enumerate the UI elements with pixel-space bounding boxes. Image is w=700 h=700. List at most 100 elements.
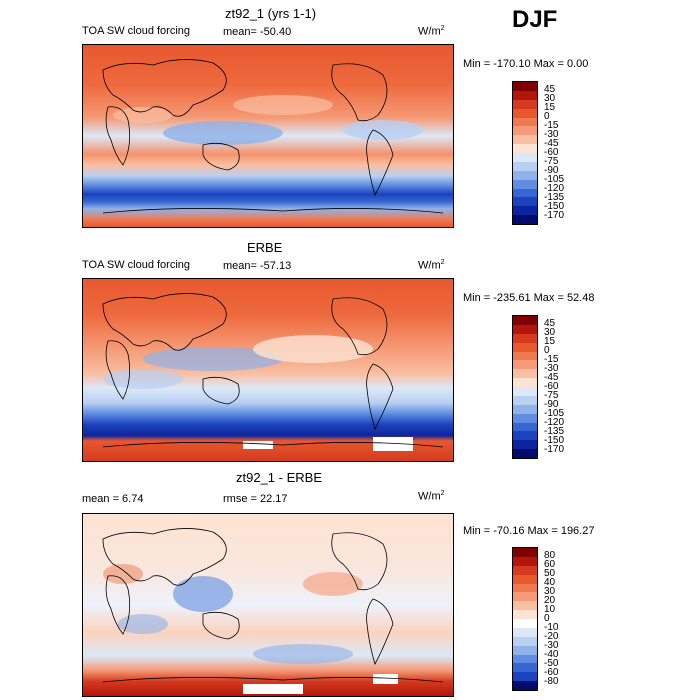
colorbar-segment	[513, 663, 537, 673]
colorbar-segment	[513, 161, 537, 171]
colorbar-tick-label: -20	[544, 631, 559, 642]
map-plot	[82, 44, 454, 228]
colorbar-segment	[513, 342, 537, 352]
rmse-label: rmse = 22.17	[223, 493, 288, 505]
colorbar-tick-label: 80	[544, 550, 556, 561]
colorbar-segment	[513, 548, 537, 557]
colorbar-tick-label: -90	[544, 165, 559, 176]
min-max-label: Min = -235.61 Max = 52.48	[463, 292, 595, 304]
colorbar-segment	[513, 565, 537, 575]
contour-map	[83, 45, 453, 227]
colorbar-segment	[513, 170, 537, 180]
colorbar-segment	[513, 215, 537, 224]
colorbar-tick-label: 45	[544, 318, 556, 329]
colorbar-tick-label: -15	[544, 120, 559, 131]
colorbar-tick-label: -105	[544, 408, 565, 419]
panel-title: ERBE	[247, 240, 283, 255]
colorbar-tick-label: 0	[544, 345, 550, 356]
panel-title: zt92_1 (yrs 1-1)	[225, 6, 317, 21]
units-label: W/m2	[418, 25, 445, 38]
colorbar-segment	[513, 82, 537, 91]
colorbar-tick-label: 50	[544, 568, 556, 579]
colorbar-tick-label: 30	[544, 586, 556, 597]
colorbar-tick-label: -30	[544, 363, 559, 374]
colorbar-segment	[513, 117, 537, 127]
colorbar-segment	[513, 378, 537, 387]
colorbar-tick-label: -80	[544, 676, 559, 687]
units-label: W/m2	[418, 490, 445, 503]
colorbar-tick-label: -105	[544, 174, 565, 185]
colorbar-tick-label: 15	[544, 336, 556, 347]
season-title: DJF	[512, 6, 558, 33]
colorbar-segment	[513, 135, 537, 145]
mean-label: mean = 6.74	[82, 493, 144, 505]
colorbar-segment	[513, 449, 537, 458]
colorbar-tick-label: -120	[544, 417, 565, 428]
min-max-label: Min = -70.16 Max = 196.27	[463, 525, 595, 537]
colorbar-tick-label: -75	[544, 156, 559, 167]
colorbar-segment	[513, 654, 537, 664]
colorbar-segment	[513, 404, 537, 414]
colorbar-segment	[513, 360, 537, 370]
mean-label: mean= -57.13	[223, 260, 292, 272]
colorbar-segment	[513, 422, 537, 432]
colorbar-segment	[513, 610, 537, 619]
colorbar-tick-label: -90	[544, 399, 559, 410]
colorbar-tick-label: -30	[544, 129, 559, 140]
colorbar-segment	[513, 387, 537, 396]
colorbar-segment	[513, 90, 537, 100]
colorbar-segment	[513, 574, 537, 584]
colorbar-segment	[513, 108, 537, 118]
colorbar-segment	[513, 197, 537, 207]
colorbar-segment	[513, 556, 537, 566]
colorbar-tick-label: -170	[544, 444, 565, 455]
colorbar-segment	[513, 188, 537, 198]
colorbar-tick-label: -30	[544, 640, 559, 651]
colorbar	[512, 81, 538, 225]
colorbar-tick-label: -45	[544, 372, 559, 383]
colorbar-segment	[513, 179, 537, 189]
colorbar-segment	[513, 619, 537, 628]
colorbar-segment	[513, 672, 537, 682]
colorbar-segment	[513, 681, 537, 690]
colorbar-segment	[513, 333, 537, 343]
colorbar-tick-label: -45	[544, 138, 559, 149]
colorbar-tick-label: 40	[544, 577, 556, 588]
colorbar-tick-label: 30	[544, 327, 556, 338]
colorbar-tick-label: -75	[544, 390, 559, 401]
colorbar-segment	[513, 395, 537, 405]
colorbar-tick-label: -120	[544, 183, 565, 194]
colorbar-segment	[513, 153, 537, 162]
colorbar-segment	[513, 431, 537, 441]
colorbar-tick-label: -60	[544, 381, 559, 392]
units-label: W/m2	[418, 259, 445, 272]
colorbar-tick-label: -135	[544, 426, 565, 437]
colorbar-segment	[513, 413, 537, 423]
colorbar-tick-label: -40	[544, 649, 559, 660]
colorbar-segment	[513, 351, 537, 361]
colorbar-segment	[513, 126, 537, 136]
colorbar-tick-label: -135	[544, 192, 565, 203]
colorbar-tick-label: 60	[544, 559, 556, 570]
colorbar-tick-label: 45	[544, 84, 556, 95]
map-plot	[82, 278, 454, 462]
colorbar-tick-label: -50	[544, 658, 559, 669]
colorbar-segment	[513, 206, 537, 216]
colorbar-segment	[513, 601, 537, 611]
colorbar-segment	[513, 324, 537, 334]
colorbar-tick-label: -15	[544, 354, 559, 365]
colorbar-segment	[513, 99, 537, 109]
panel-title: zt92_1 - ERBE	[236, 470, 322, 485]
colorbar-segment	[513, 592, 537, 602]
min-max-label: Min = -170.10 Max = 0.00	[463, 58, 589, 70]
mean-label: mean= -50.40	[223, 26, 292, 38]
colorbar-tick-label: -60	[544, 667, 559, 678]
colorbar-tick-label: -170	[544, 210, 565, 221]
colorbar-segment	[513, 316, 537, 325]
contour-map	[83, 514, 453, 696]
colorbar-tick-label: -10	[544, 622, 559, 633]
colorbar-segment	[513, 645, 537, 655]
colorbar-tick-label: -60	[544, 147, 559, 158]
colorbar-segment	[513, 627, 537, 637]
colorbar-tick-label: 15	[544, 102, 556, 113]
